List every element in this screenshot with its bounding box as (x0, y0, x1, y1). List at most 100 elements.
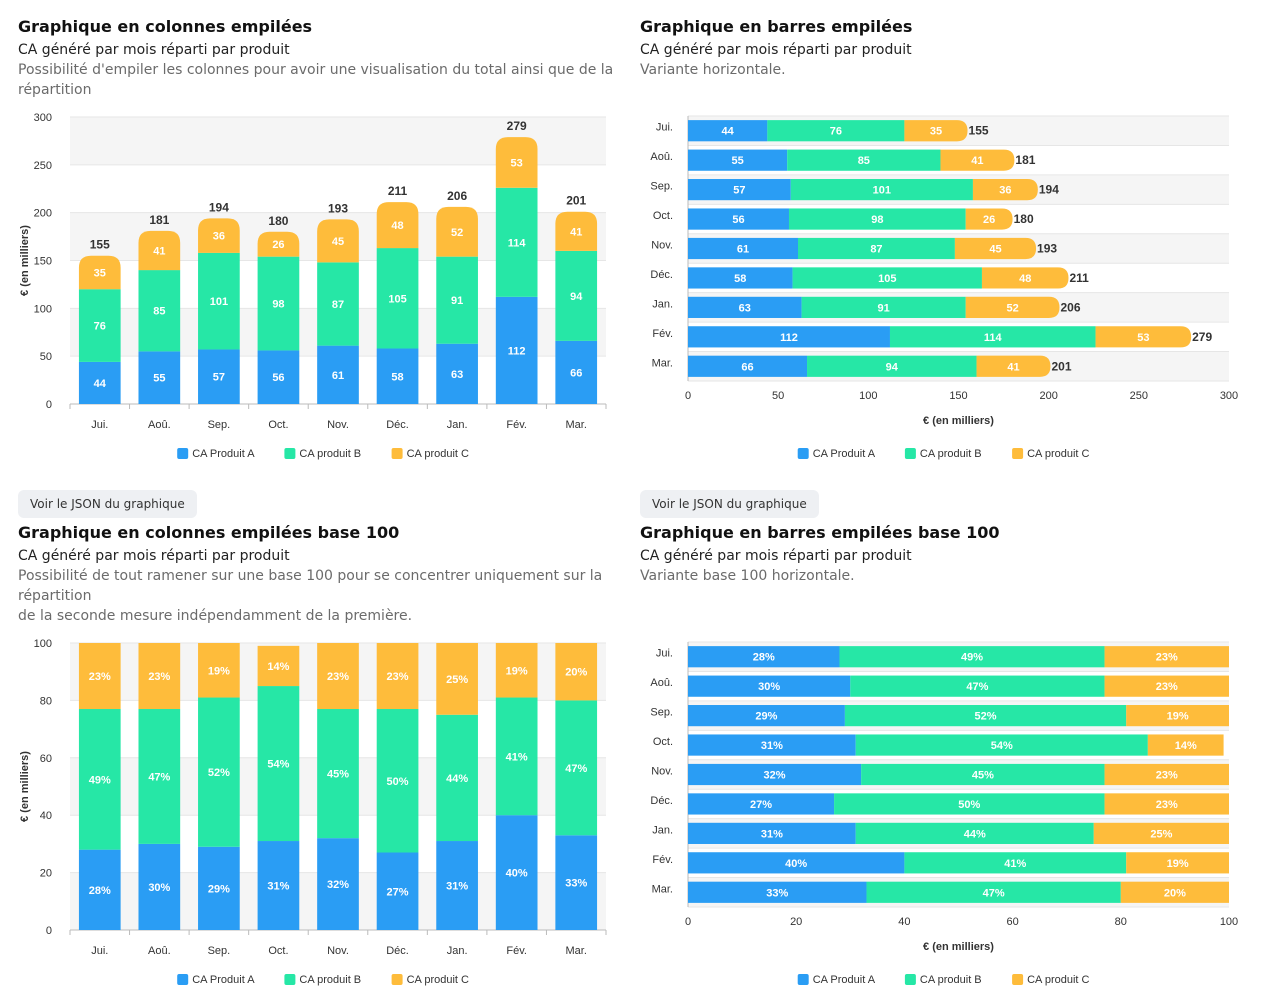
legend-marker (284, 448, 296, 459)
bar-data-label: 26 (983, 214, 995, 226)
bar-data-label: 41 (971, 155, 983, 167)
bar-segment (688, 326, 890, 348)
bar-data-label: 40% (785, 858, 807, 870)
bar-data-label: 44% (964, 828, 986, 840)
bar-segment (1104, 675, 1229, 697)
legend-marker (177, 974, 189, 985)
y-tick-label: 100 (34, 638, 52, 650)
x-tick-label: 300 (1220, 390, 1238, 402)
stacked-columns-chart: 0 50 100 150 200 250 300 € (en milliers) Jui. 44 7… (19, 112, 607, 460)
y-tick-label: Oct. (653, 210, 673, 222)
bar-data-label: 35 (930, 126, 942, 138)
bar-data-label: 45% (972, 770, 994, 782)
bar-data-label: 54% (991, 740, 1013, 752)
bar-data-label: 61 (737, 244, 749, 256)
total-label: 279 (507, 119, 527, 133)
bar-data-label: 48 (1019, 273, 1031, 285)
bar-data-label: 29% (755, 711, 777, 723)
bar-data-label: 48 (391, 220, 403, 232)
legend-label: CA produit B (299, 974, 361, 986)
x-tick-label: Aoû. (148, 419, 171, 431)
bar-segment (1095, 326, 1192, 348)
view-json-button[interactable]: Voir le JSON du graphique (640, 490, 819, 518)
panel-stacked-bars-100: Graphique en barres empilées base 100 CA… (640, 522, 1255, 586)
bar-data-label: 31% (446, 881, 468, 893)
y-axis-title: € (en milliers) (19, 751, 31, 822)
bar-segment (965, 208, 1013, 230)
bar-segment (495, 187, 538, 297)
bar-segment (688, 734, 856, 756)
total-label: 181 (149, 213, 169, 227)
bar-data-label: 33% (565, 878, 587, 890)
chart-subtitle: CA généré par mois réparti par produit (18, 548, 290, 564)
bar-segment (787, 149, 941, 171)
bar-segment (1126, 852, 1229, 874)
bar-segment (436, 256, 478, 344)
legend-label: CA produit B (920, 448, 982, 460)
bar-segment (861, 763, 1105, 786)
bar-segment (78, 289, 121, 362)
bar-segment (1147, 734, 1224, 756)
stacked-columns-100-chart: 0 20 40 60 80 100 € (en milliers) Jui. 28% 49% 23%… (19, 638, 607, 986)
bar-data-label: 23% (1156, 799, 1178, 811)
legend-marker (904, 448, 916, 459)
total-label: 193 (328, 201, 348, 215)
bar-data-label: 76 (830, 126, 842, 138)
legend-marker (904, 974, 916, 985)
bar-segment (788, 208, 966, 230)
bar-segment (1093, 822, 1229, 844)
bar-data-label: 47% (966, 681, 988, 693)
bar-data-label: 19% (1167, 858, 1189, 870)
legend-marker (1012, 448, 1024, 459)
bar-data-label: 44 (94, 378, 107, 390)
bar-data-label: 25% (446, 674, 468, 686)
total-label: 155 (969, 124, 989, 138)
bar-segment (257, 841, 300, 930)
bar-segment (688, 852, 905, 874)
x-tick-label: 20 (790, 916, 802, 928)
y-tick-label: 0 (46, 399, 52, 411)
bar-segment (555, 211, 598, 251)
bar-segment (317, 709, 359, 839)
bar-segment (78, 361, 121, 404)
stacked-bars-100-chart: 0 20 40 60 80 100 € (en milliers) Jui. 28% 49% 23%… (650, 641, 1238, 986)
bar-data-label: 101 (873, 185, 891, 197)
bar-segment (940, 149, 1015, 171)
bar-data-label: 45% (327, 769, 349, 781)
bar-segment (688, 793, 835, 815)
x-tick-label: Jui. (91, 419, 108, 431)
view-json-button[interactable]: Voir le JSON du graphique (18, 490, 197, 518)
bar-segment (376, 202, 419, 249)
bar-data-label: 28% (89, 885, 111, 897)
bar-segment (376, 709, 419, 853)
bar-segment (555, 250, 598, 341)
legend-label: CA produit C (407, 448, 469, 460)
chart-description: Possibilité d'empiler les colonnes pour … (18, 62, 614, 98)
bar-segment (198, 218, 240, 253)
x-tick-label: Oct. (268, 945, 288, 957)
bar-data-label: 23% (1156, 652, 1178, 664)
y-tick-label: 100 (34, 303, 52, 315)
bar-segment (376, 248, 419, 349)
bar-segment (436, 643, 478, 715)
bar-data-label: 57 (733, 185, 745, 197)
total-label: 279 (1192, 330, 1212, 344)
bar-segment (688, 705, 845, 727)
bar-data-label: 114 (508, 237, 527, 249)
bar-data-label: 23% (1156, 770, 1178, 782)
bar-segment (78, 255, 121, 290)
total-label: 194 (209, 200, 229, 214)
bar-data-label: 56 (732, 214, 744, 226)
y-tick-label: Nov. (651, 766, 673, 778)
bar-data-label: 53 (1137, 332, 1149, 344)
bar-segment (555, 700, 598, 836)
bar-data-label: 23% (387, 671, 409, 683)
bar-segment (1104, 763, 1229, 786)
y-tick-label: Jui. (656, 648, 673, 660)
y-tick-label: Fév. (652, 854, 673, 866)
bar-data-label: 98 (871, 214, 883, 226)
bar-segment (981, 267, 1069, 289)
bar-segment (376, 643, 419, 710)
bar-segment (688, 149, 788, 171)
x-tick-label: 40 (898, 916, 910, 928)
